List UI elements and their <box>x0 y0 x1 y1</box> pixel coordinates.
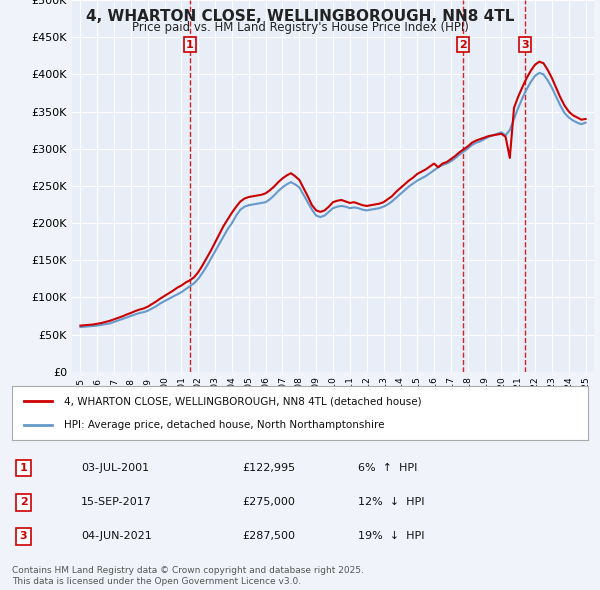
Text: £275,000: £275,000 <box>242 497 295 507</box>
Text: 4, WHARTON CLOSE, WELLINGBOROUGH, NN8 4TL: 4, WHARTON CLOSE, WELLINGBOROUGH, NN8 4T… <box>86 9 514 24</box>
Text: 6%  ↑  HPI: 6% ↑ HPI <box>358 463 417 473</box>
Text: 15-SEP-2017: 15-SEP-2017 <box>81 497 152 507</box>
Text: £122,995: £122,995 <box>242 463 296 473</box>
Text: 4, WHARTON CLOSE, WELLINGBOROUGH, NN8 4TL (detached house): 4, WHARTON CLOSE, WELLINGBOROUGH, NN8 4T… <box>64 396 421 407</box>
Text: 12%  ↓  HPI: 12% ↓ HPI <box>358 497 424 507</box>
Text: 1: 1 <box>20 463 28 473</box>
Text: 03-JUL-2001: 03-JUL-2001 <box>81 463 149 473</box>
Text: 3: 3 <box>20 532 28 541</box>
Text: Price paid vs. HM Land Registry's House Price Index (HPI): Price paid vs. HM Land Registry's House … <box>131 21 469 34</box>
Text: 3: 3 <box>521 40 529 50</box>
Text: 2: 2 <box>20 497 28 507</box>
Text: Contains HM Land Registry data © Crown copyright and database right 2025.
This d: Contains HM Land Registry data © Crown c… <box>12 566 364 586</box>
Text: HPI: Average price, detached house, North Northamptonshire: HPI: Average price, detached house, Nort… <box>64 419 385 430</box>
Text: 2: 2 <box>459 40 467 50</box>
Text: 04-JUN-2021: 04-JUN-2021 <box>81 532 152 541</box>
Text: £287,500: £287,500 <box>242 532 295 541</box>
Text: 19%  ↓  HPI: 19% ↓ HPI <box>358 532 424 541</box>
Text: 1: 1 <box>186 40 194 50</box>
